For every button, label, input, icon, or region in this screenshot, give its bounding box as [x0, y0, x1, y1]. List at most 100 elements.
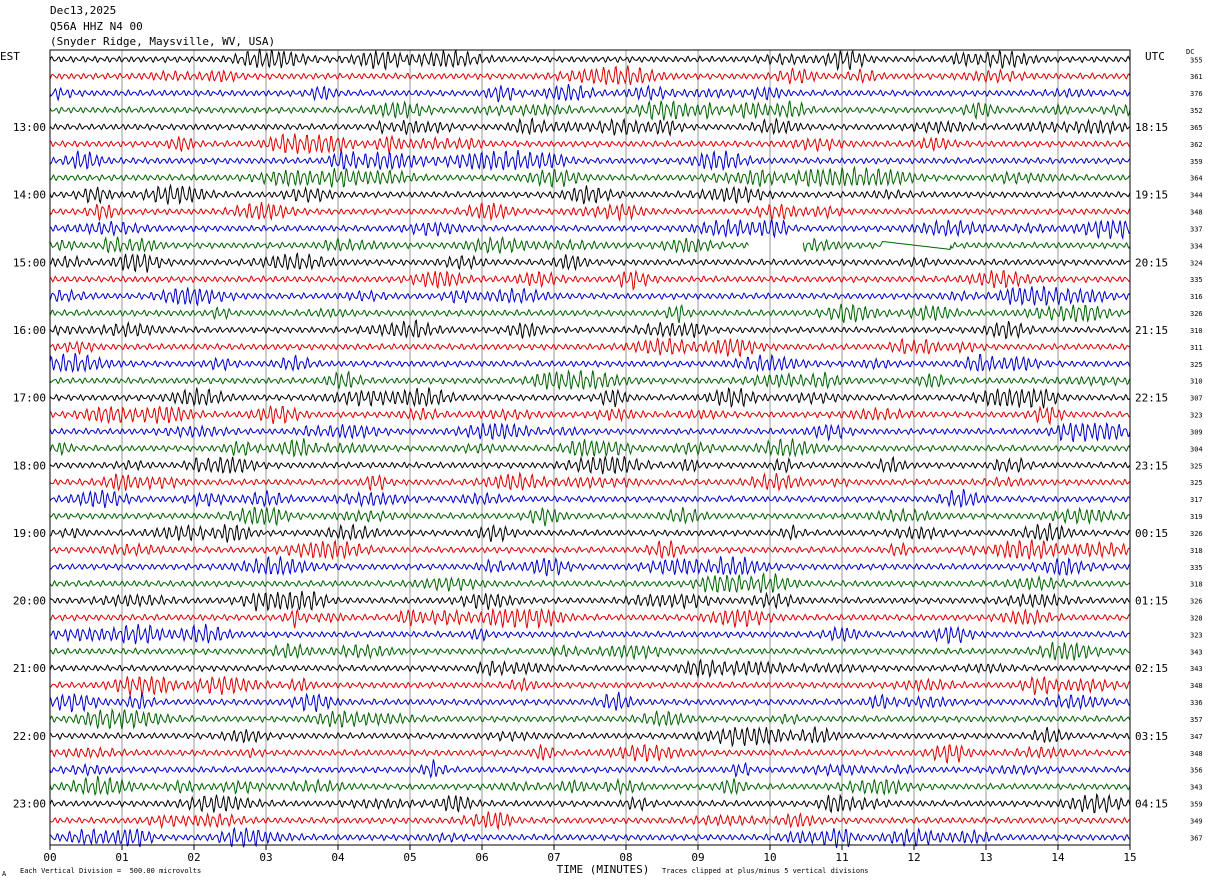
dc-value: 319 — [1190, 513, 1203, 521]
x-tick-label: 02 — [187, 851, 200, 864]
dc-value: 311 — [1190, 344, 1203, 352]
trace-line — [49, 183, 1131, 205]
dc-value: 324 — [1190, 259, 1203, 267]
dc-value: 355 — [1190, 56, 1203, 64]
x-tick-label: 13 — [979, 851, 992, 864]
trace-line — [49, 506, 1131, 527]
trace-line — [49, 707, 1131, 730]
right-hour-label: 23:15 — [1135, 459, 1168, 472]
trace-line — [49, 48, 1131, 72]
dc-value: 325 — [1190, 479, 1203, 487]
dc-value: 325 — [1190, 462, 1203, 470]
trace-line — [49, 285, 1131, 307]
dc-value: 323 — [1190, 631, 1203, 639]
trace-line — [49, 117, 1131, 138]
trace-line — [49, 303, 1131, 324]
trace-line — [49, 775, 1131, 797]
trace-line — [49, 235, 749, 254]
trace-line — [49, 471, 1131, 492]
right-hour-label: 03:15 — [1135, 730, 1168, 743]
left-hour-label: 22:00 — [13, 730, 46, 743]
right-hour-labels: 18:15 19:15 20:15 21:15 22:15 23:15 00:15 01:15… — [1135, 121, 1168, 811]
trace-line — [49, 811, 1131, 831]
trace-line — [49, 675, 1131, 697]
left-hour-label: 16:00 — [13, 324, 46, 337]
dc-value: 326 — [1190, 598, 1203, 606]
dc-value: 334 — [1190, 242, 1203, 250]
dc-value: 352 — [1190, 107, 1203, 115]
trace-line — [49, 726, 1131, 748]
x-tick-label: 05 — [403, 851, 416, 864]
right-hour-label: 18:15 — [1135, 121, 1168, 134]
left-hour-label: 20:00 — [13, 595, 46, 608]
x-axis: 00 01 02 03 04 05 06 07 08 09 10 11 12 13 14 15 — [43, 845, 1137, 864]
dc-value: 318 — [1190, 581, 1203, 589]
trace-line — [49, 438, 1131, 458]
x-tick-label: 09 — [691, 851, 704, 864]
dc-value: 349 — [1190, 817, 1203, 825]
left-hour-label: 18:00 — [13, 459, 46, 472]
trace-line — [49, 83, 1131, 103]
dc-value: 326 — [1190, 310, 1203, 318]
dc-value: 362 — [1190, 141, 1203, 149]
left-hour-label: 19:00 — [13, 527, 46, 540]
dc-value: 317 — [1190, 496, 1203, 504]
trace-line — [49, 319, 1131, 340]
left-hour-label: 15:00 — [13, 256, 46, 269]
trace-line — [49, 691, 1131, 713]
trace-line — [49, 65, 1131, 86]
trace-line — [49, 826, 1131, 849]
dc-value: 337 — [1190, 225, 1203, 233]
dc-value: 359 — [1190, 158, 1203, 166]
header-station: Q56A HHZ N4 00 — [50, 20, 143, 33]
clip-note: Traces clipped at plus/minus 5 vertical … — [662, 867, 869, 875]
scale-note: Each Vertical Division = 500.00 microvol… — [20, 867, 202, 875]
trace-line — [49, 590, 1131, 612]
right-hour-label: 04:15 — [1135, 798, 1168, 811]
trace-line — [49, 792, 1131, 814]
x-tick-label: 10 — [763, 851, 776, 864]
trace-line — [49, 352, 1131, 373]
x-tick-label: 00 — [43, 851, 56, 864]
dc-value: 348 — [1190, 750, 1203, 758]
trace-line — [802, 237, 1131, 253]
dc-value: 310 — [1190, 378, 1203, 386]
x-tick-label: 07 — [547, 851, 560, 864]
trace-line — [49, 269, 1131, 292]
dc-value: 335 — [1190, 564, 1203, 572]
trace-line — [49, 522, 1131, 543]
right-hour-label: 21:15 — [1135, 324, 1168, 337]
trace-line — [49, 607, 1131, 630]
dc-value: 348 — [1190, 209, 1203, 217]
dc-header-label: DC — [1186, 48, 1195, 56]
x-tick-label: 12 — [907, 851, 920, 864]
dc-value: 376 — [1190, 90, 1203, 98]
dc-value: 356 — [1190, 767, 1203, 775]
trace-line — [49, 133, 1131, 155]
trace-line — [49, 201, 1131, 223]
left-hour-label: 23:00 — [13, 798, 46, 811]
dc-labels: 355 361 376 352 365 362 359 364 344 348 337 334 324 3… — [1190, 56, 1203, 842]
dc-value: 326 — [1190, 530, 1203, 538]
dc-value: 304 — [1190, 445, 1203, 453]
right-hour-label: 22:15 — [1135, 392, 1168, 405]
trace-line — [49, 455, 1131, 475]
left-hour-labels: 13:00 14:00 15:00 16:00 17:00 18:00 19:00 20:00… — [13, 121, 46, 811]
x-tick-label: 11 — [835, 851, 848, 864]
trace-line — [49, 165, 1131, 189]
header-location: (Snyder Ridge, Maysville, WV, USA) — [50, 35, 276, 48]
trace-line — [49, 405, 1131, 426]
corner-mark: A — [2, 870, 7, 878]
dc-value: 328 — [1190, 614, 1203, 622]
trace-line — [49, 488, 1131, 509]
trace-line — [49, 759, 1131, 779]
right-hour-label: 20:15 — [1135, 256, 1168, 269]
trace-line — [49, 658, 1131, 679]
header-date: Dec13,2025 — [50, 4, 117, 17]
dc-value: 316 — [1190, 293, 1203, 301]
trace-line — [49, 99, 1131, 121]
right-hour-label: 00:15 — [1135, 527, 1168, 540]
plot-frame — [49, 49, 1131, 846]
right-timezone-label: UTC — [1145, 50, 1165, 63]
trace-line — [49, 218, 1131, 241]
